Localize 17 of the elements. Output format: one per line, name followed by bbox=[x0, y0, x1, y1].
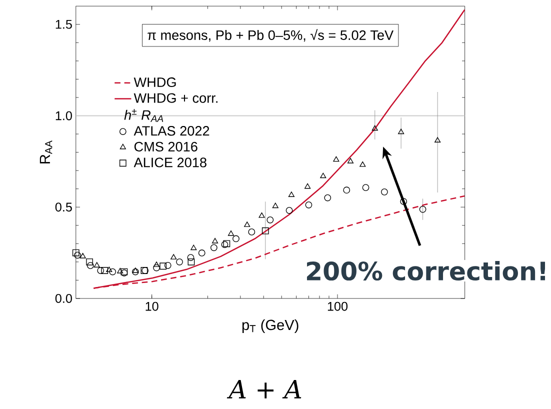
legend-label: WHDG bbox=[134, 78, 176, 88]
y-tick-label: 1.5 bbox=[56, 20, 72, 29]
legend-label: WHDG + corr. bbox=[134, 93, 218, 104]
legend-label: CMS 2016 bbox=[134, 142, 198, 152]
y-axis-title: R$_{AA}$ bbox=[40, 140, 52, 164]
y-tick-label: 1.0 bbox=[56, 111, 72, 120]
legend-label: ALICE 2018 bbox=[134, 158, 206, 168]
x-tick-label: 100 bbox=[328, 302, 348, 312]
legend-title: h$^{±}$ R$_{AA}$ bbox=[124, 109, 164, 122]
y-tick-label: 0.0 bbox=[55, 294, 72, 304]
annotation: 200% correction! bbox=[306, 261, 546, 281]
legend-label: ATLAS 2022 bbox=[134, 126, 210, 136]
x-axis-title: p$_{T}$ (GeV) bbox=[242, 320, 298, 334]
y-tick-label: 0.5 bbox=[55, 202, 72, 212]
text: π mesons, Pb + Pb 0–5%, √s = 5.02 TeV bbox=[148, 29, 394, 42]
x-tick-label: 10 bbox=[146, 302, 158, 312]
text: A + A bbox=[226, 380, 302, 399]
